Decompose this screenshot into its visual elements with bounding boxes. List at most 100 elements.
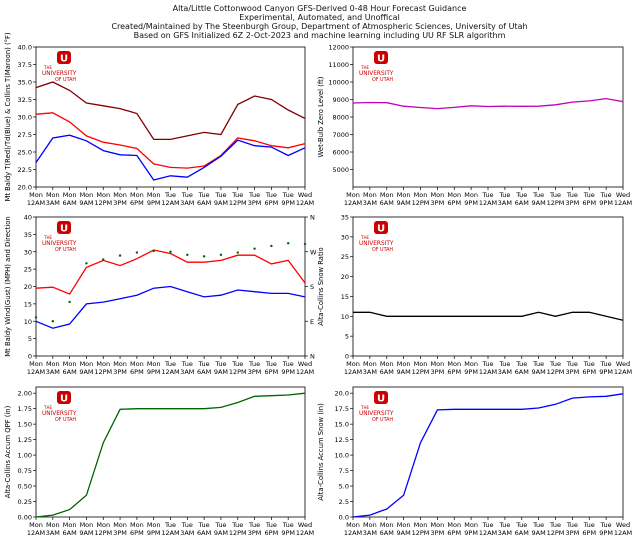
x-tick-hour: 9PM bbox=[281, 529, 295, 537]
y-tick-label: 40 bbox=[24, 214, 32, 222]
x-tick-day: Mon bbox=[63, 191, 77, 199]
x-tick-hour: 12AM bbox=[296, 368, 314, 376]
logo-u-block bbox=[374, 391, 388, 404]
x-tick-day: Mon bbox=[464, 521, 478, 529]
x-tick-day: Mon bbox=[380, 360, 394, 368]
x-tick-day: Tue bbox=[549, 191, 561, 199]
logo-text-the: THE bbox=[360, 65, 369, 70]
x-tick-day: Tue bbox=[248, 191, 260, 199]
logo-u-block bbox=[57, 221, 71, 234]
logo-text-the: THE bbox=[43, 405, 52, 410]
x-tick-day: Tue bbox=[231, 360, 243, 368]
series-line-collins-t bbox=[35, 81, 306, 141]
x-tick-hour: 3AM bbox=[363, 529, 377, 537]
y-tick-label: 7000 bbox=[332, 131, 349, 139]
plot-frame bbox=[35, 46, 306, 188]
x-tick-hour: 6PM bbox=[130, 368, 144, 376]
x-tick-day: Tue bbox=[583, 191, 595, 199]
series-line-mt-baldy-td bbox=[35, 134, 306, 181]
x-tick-hour: 3AM bbox=[180, 368, 194, 376]
right-tick-label: W bbox=[310, 248, 317, 256]
panel-qpf: 0.000.250.500.751.001.251.501.752.00Mon1… bbox=[4, 386, 314, 537]
x-tick-day: Tue bbox=[265, 191, 277, 199]
x-tick-hour: 6AM bbox=[380, 199, 394, 207]
x-tick-day: Tue bbox=[198, 191, 210, 199]
x-tick-hour: 3AM bbox=[180, 529, 194, 537]
x-tick-day: Mon bbox=[130, 360, 144, 368]
x-tick-day: Mon bbox=[29, 191, 43, 199]
y-tick-label: 30 bbox=[341, 233, 349, 241]
x-tick-day: Tue bbox=[481, 191, 493, 199]
x-tick-hour: 12AM bbox=[27, 368, 45, 376]
x-tick-hour: 6PM bbox=[265, 368, 279, 376]
logo-text-the: THE bbox=[360, 235, 369, 240]
x-tick-hour: 3PM bbox=[248, 368, 262, 376]
x-tick-hour: 3PM bbox=[113, 368, 127, 376]
x-tick-day: Tue bbox=[481, 360, 493, 368]
x-tick-hour: 3AM bbox=[180, 199, 194, 207]
direction-point bbox=[303, 242, 307, 246]
y-tick-label: 35 bbox=[341, 214, 349, 222]
logo-text-the: THE bbox=[43, 235, 52, 240]
x-tick-hour: 9AM bbox=[397, 199, 411, 207]
x-tick-hour: 12AM bbox=[344, 368, 362, 376]
x-tick-hour: 9AM bbox=[79, 199, 93, 207]
x-tick-hour: 3PM bbox=[431, 368, 445, 376]
y-tick-label: 32.5 bbox=[18, 96, 32, 104]
direction-point bbox=[270, 244, 273, 248]
x-tick-day: Mon bbox=[96, 191, 110, 199]
x-tick-hour: 3PM bbox=[566, 529, 580, 537]
logo-text-of-utah: OF UTAH bbox=[372, 417, 393, 423]
direction-point bbox=[253, 247, 256, 250]
x-tick-day: Wed bbox=[298, 191, 312, 199]
x-tick-hour: 9PM bbox=[464, 529, 478, 537]
x-tick-day: Mon bbox=[113, 521, 127, 529]
x-tick-hour: 6AM bbox=[197, 199, 211, 207]
direction-point bbox=[118, 254, 122, 257]
logo-text-of-utah: OF UTAH bbox=[55, 247, 76, 253]
x-tick-day: Tue bbox=[481, 521, 493, 529]
x-tick-day: Tue bbox=[198, 521, 210, 529]
y-tick-label: 15 bbox=[24, 300, 32, 308]
title-line-1: Alta/Little Cottonwood Canyon GFS-Derive… bbox=[172, 4, 467, 13]
x-tick-hour: 3PM bbox=[248, 199, 262, 207]
logo-text-university: UNIVERSITY bbox=[359, 411, 394, 417]
x-tick-hour: 6AM bbox=[515, 368, 529, 376]
x-tick-hour: 3PM bbox=[566, 368, 580, 376]
x-tick-day: Mon bbox=[431, 360, 445, 368]
logo-u-letter: U bbox=[377, 54, 385, 65]
x-tick-day: Tue bbox=[566, 191, 578, 199]
x-tick-day: Mon bbox=[447, 521, 461, 529]
logo-u-block bbox=[57, 391, 71, 404]
y-tick-label: 15.0 bbox=[335, 421, 349, 429]
logo-text-university: UNIVERSITY bbox=[359, 241, 394, 247]
y-tick-label: 0.00 bbox=[18, 514, 32, 522]
x-tick-hour: 6AM bbox=[380, 368, 394, 376]
x-tick-hour: 6PM bbox=[582, 529, 596, 537]
x-tick-hour: 3PM bbox=[431, 529, 445, 537]
x-tick-day: Tue bbox=[181, 191, 193, 199]
y-tick-label: 10000 bbox=[328, 79, 349, 87]
x-tick-day: Tue bbox=[231, 191, 243, 199]
x-tick-day: Tue bbox=[498, 521, 510, 529]
direction-point bbox=[34, 316, 38, 319]
y-tick-label: 20 bbox=[24, 283, 32, 291]
x-tick-day: Mon bbox=[147, 521, 161, 529]
series-line-accum-snow bbox=[352, 393, 624, 518]
y-tick-label: 2.00 bbox=[18, 390, 32, 398]
x-tick-day: Mon bbox=[113, 191, 127, 199]
x-tick-day: Tue bbox=[181, 521, 193, 529]
x-tick-hour: 12PM bbox=[412, 529, 430, 537]
x-tick-day: Mon bbox=[414, 360, 428, 368]
x-tick-hour: 12AM bbox=[27, 529, 45, 537]
x-tick-day: Tue bbox=[583, 360, 595, 368]
x-tick-hour: 12AM bbox=[161, 529, 179, 537]
x-tick-hour: 9AM bbox=[214, 199, 228, 207]
y-tick-label: 1.50 bbox=[18, 421, 32, 429]
x-tick-day: Mon bbox=[346, 360, 360, 368]
x-tick-day: Mon bbox=[46, 521, 60, 529]
x-tick-day: Mon bbox=[147, 191, 161, 199]
x-tick-hour: 3PM bbox=[431, 199, 445, 207]
